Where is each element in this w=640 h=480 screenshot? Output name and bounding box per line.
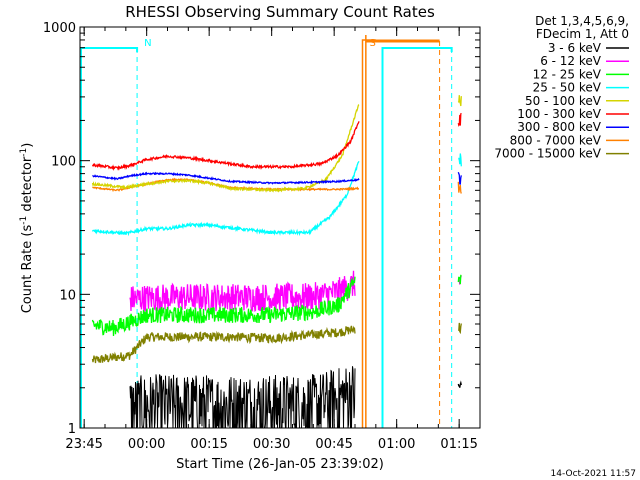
legend-label-7000-15000-kev: 7000 - 15000 keV [494,147,601,161]
series-25-50-kev [91,160,360,237]
legend-label-25-50-kev: 25 - 50 keV [533,81,602,95]
series-12-25-kev [91,276,356,337]
legend-label-3-6-kev: 3 - 6 keV [548,41,602,55]
series-6-12-kev [129,270,356,313]
series-300-800-kev [92,171,360,185]
series-800-7000-kev-resume [457,181,462,194]
series-100-300-kev [91,121,360,171]
x-tick-label: 01:00 [378,437,415,452]
x-tick-label: 01:15 [440,437,477,452]
y-tick-label: 100 [51,155,76,170]
y-tick-label: 1000 [43,21,76,36]
series-25-50-kev-resume [458,153,462,167]
legend-label-300-800-kev: 300 - 800 keV [517,120,601,134]
y-tick-label: 1 [68,422,76,437]
legend-header-line-1: Det 1,3,4,5,6,9, [535,14,629,28]
annotation-n: N [144,38,151,49]
series-7000-15000-kev [91,325,356,364]
legend-header-line-2: FDecim 1, Att 0 [536,27,629,41]
series-50-100-kev-resume [457,95,462,107]
x-tick-label: 00:15 [190,437,227,452]
series-3-6-kev-resume [457,380,462,388]
timestamp: 14-Oct-2021 11:57 [551,469,636,479]
series-3-6-kev [129,366,356,428]
y-axis: 1 10 100 1000 [43,21,480,437]
legend-label-100-300-kev: 100 - 300 keV [517,107,601,121]
legend-label-12-25-kev: 12 - 25 keV [533,67,602,81]
chart-title: RHESSI Observing Summary Count Rates [125,3,435,21]
series-300-800-kev-resume [457,171,462,185]
y-axis-label: Count Rate (s-1 detector-1) [19,143,35,314]
series-12-25-kev-resume [457,274,462,285]
x-tick-label: 00:45 [315,437,352,452]
x-axis: 23:45 00:00 00:15 00:30 00:45 01:00 01:15 [65,27,481,452]
annotation-s: S [370,38,376,49]
x-axis-label: Start Time (26-Jan-05 23:39:02) [176,457,384,472]
x-tick-label: 23:45 [65,437,102,452]
y-tick-label: 10 [59,288,76,303]
legend: Det 1,3,4,5,6,9, FDecim 1, Att 0 3 - 6 k… [494,14,629,161]
legend-label-50-100-kev: 50 - 100 keV [525,94,602,108]
series-100-300-kev-resume [457,112,462,127]
x-tick-label: 00:30 [253,437,290,452]
series-50-100-kev [91,104,360,193]
legend-label-6-12-kev: 6 - 12 keV [540,54,602,68]
series-7000-15000-kev-resume [458,322,462,335]
x-tick-label: 00:00 [128,437,165,452]
plot-frame [79,26,481,429]
legend-label-800-7000-kev: 800 - 7000 keV [510,133,602,147]
